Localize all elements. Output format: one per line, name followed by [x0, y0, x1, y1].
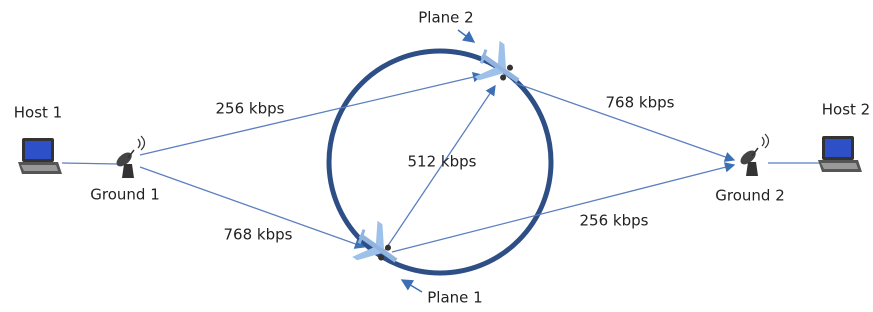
edge-label: 768 kbps [224, 226, 293, 244]
edge-label: 512 kbps [408, 153, 477, 171]
node-label: Ground 2 [715, 187, 785, 205]
edge-label: 768 kbps [606, 94, 675, 112]
edge-label: 256 kbps [216, 100, 285, 118]
network-diagram: Host 1 Ground 1 Plane 1 Plane 2 Ground 2… [0, 0, 873, 312]
pointer-arrow [402, 280, 422, 292]
laptop-icon [18, 138, 62, 174]
link [62, 163, 118, 164]
link [140, 75, 482, 155]
plane-icon [347, 217, 408, 278]
laptop-icon [818, 136, 862, 172]
node-label: Plane 2 [418, 9, 473, 27]
link [392, 165, 734, 252]
node-label: Host 2 [822, 101, 870, 119]
edge-label: 256 kbps [580, 212, 649, 230]
node-label: Ground 1 [90, 186, 160, 204]
ground-station-icon [738, 134, 768, 176]
ground-station-icon [114, 136, 144, 178]
node-label: Plane 1 [427, 289, 482, 307]
pointer-arrow [458, 30, 474, 42]
node-label: Host 1 [14, 104, 62, 122]
